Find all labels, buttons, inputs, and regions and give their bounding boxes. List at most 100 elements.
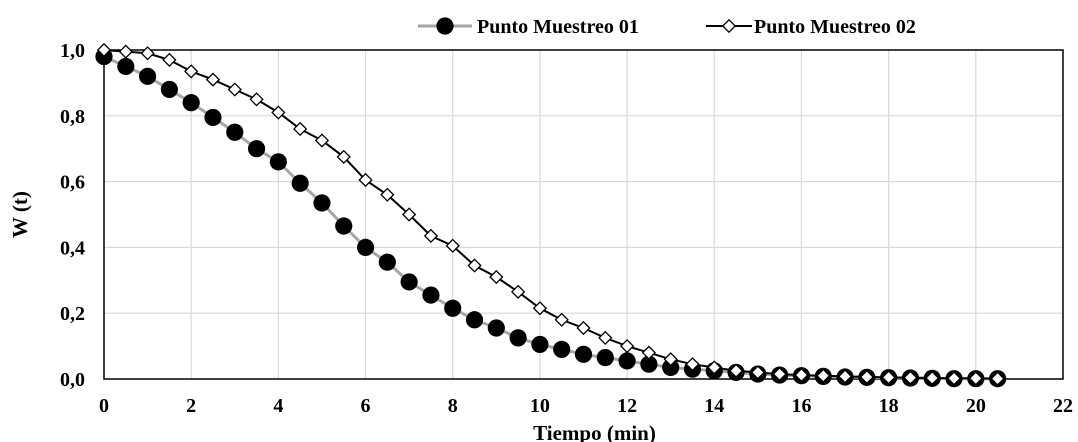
data-point-punto-muestreo-02 bbox=[140, 46, 155, 61]
y-axis-title: W (t) bbox=[8, 191, 32, 238]
data-point-punto-muestreo-01 bbox=[465, 311, 484, 329]
data-point-punto-muestreo-02 bbox=[794, 367, 809, 383]
data-point-punto-muestreo-01 bbox=[487, 319, 505, 337]
data-point-punto-muestreo-02 bbox=[96, 42, 112, 58]
x-tick-label: 0 bbox=[99, 395, 109, 417]
y-tick-label: 0,0 bbox=[60, 369, 85, 391]
x-tick-label: 4 bbox=[273, 395, 283, 417]
series-line-punto-muestreo-01 bbox=[103, 55, 998, 381]
data-point-punto-muestreo-01 bbox=[335, 217, 353, 235]
data-point-punto-muestreo-01 bbox=[138, 67, 157, 85]
data-point-punto-muestreo-01 bbox=[160, 80, 178, 99]
data-point-punto-muestreo-02 bbox=[532, 301, 548, 316]
data-point-punto-muestreo-02 bbox=[510, 284, 526, 299]
data-point-punto-muestreo-02 bbox=[750, 365, 765, 380]
y-tick-label: 0,8 bbox=[60, 106, 85, 128]
data-point-punto-muestreo-02 bbox=[554, 312, 569, 327]
legend-marker bbox=[436, 17, 454, 35]
y-axis-ticks: 0,0 0,2 0,4 0,6 0,8 1,0 bbox=[60, 40, 85, 391]
series-punto-muestreo-02 bbox=[96, 42, 1005, 386]
data-point-punto-muestreo-02 bbox=[925, 370, 940, 386]
data-point-punto-muestreo-01 bbox=[291, 174, 309, 192]
data-point-punto-muestreo-02 bbox=[598, 330, 613, 345]
legend-marker bbox=[721, 18, 737, 34]
plot-area-frame bbox=[103, 49, 1064, 380]
x-axis-ticks: 0 2 4 6 8 10 12 14 16 18 20 22 bbox=[99, 395, 1073, 417]
data-point-punto-muestreo-02 bbox=[641, 345, 657, 360]
data-point-punto-muestreo-02 bbox=[249, 92, 264, 107]
legend-entry-punto-muestreo-02: Punto Muestreo 02 bbox=[706, 16, 916, 38]
data-point-punto-muestreo-02 bbox=[881, 370, 896, 385]
x-tick-label: 14 bbox=[704, 395, 724, 417]
legend-label: Punto Muestreo 02 bbox=[754, 16, 916, 38]
y-tick-label: 0,4 bbox=[60, 237, 85, 259]
data-point-punto-muestreo-01 bbox=[640, 355, 658, 373]
data-point-punto-muestreo-02 bbox=[489, 269, 504, 285]
data-point-punto-muestreo-02 bbox=[445, 238, 460, 253]
data-point-punto-muestreo-02 bbox=[118, 44, 133, 59]
data-point-punto-muestreo-01 bbox=[226, 123, 244, 141]
x-tick-label: 18 bbox=[879, 395, 899, 417]
data-point-punto-muestreo-01 bbox=[182, 94, 200, 112]
series-line-punto-muestreo-02 bbox=[103, 49, 998, 380]
x-tick-label: 16 bbox=[791, 395, 811, 417]
data-point-punto-muestreo-02 bbox=[816, 368, 831, 383]
x-tick-label: 12 bbox=[617, 395, 637, 417]
data-point-punto-muestreo-02 bbox=[859, 369, 874, 385]
data-point-punto-muestreo-01 bbox=[574, 345, 593, 363]
data-point-punto-muestreo-02 bbox=[946, 371, 962, 386]
data-point-punto-muestreo-01 bbox=[444, 299, 462, 317]
data-point-punto-muestreo-02 bbox=[380, 187, 395, 202]
x-tick-label: 22 bbox=[1053, 395, 1073, 417]
data-point-punto-muestreo-01 bbox=[269, 153, 287, 171]
data-point-punto-muestreo-02 bbox=[402, 207, 417, 222]
data-point-punto-muestreo-02 bbox=[184, 64, 199, 79]
data-point-punto-muestreo-01 bbox=[378, 253, 396, 271]
series-punto-muestreo-01 bbox=[95, 47, 1007, 388]
data-point-punto-muestreo-01 bbox=[313, 194, 331, 212]
data-point-punto-muestreo-02 bbox=[772, 366, 787, 382]
data-point-punto-muestreo-02 bbox=[707, 360, 722, 375]
data-point-punto-muestreo-01 bbox=[531, 335, 549, 354]
x-tick-label: 8 bbox=[448, 395, 458, 417]
data-point-punto-muestreo-02 bbox=[576, 320, 591, 336]
data-point-punto-muestreo-02 bbox=[205, 72, 221, 87]
data-point-punto-muestreo-01 bbox=[662, 358, 680, 377]
x-tick-label: 6 bbox=[361, 395, 371, 417]
x-tick-label: 20 bbox=[966, 395, 986, 417]
data-point-punto-muestreo-02 bbox=[336, 149, 351, 165]
series-layer bbox=[95, 42, 1007, 388]
data-point-punto-muestreo-01 bbox=[618, 352, 636, 370]
data-point-punto-muestreo-02 bbox=[467, 258, 482, 273]
data-point-punto-muestreo-02 bbox=[663, 352, 678, 367]
data-point-punto-muestreo-02 bbox=[293, 121, 308, 137]
legend-entry-punto-muestreo-01: Punto Muestreo 01 bbox=[418, 16, 639, 38]
legend-label: Punto Muestreo 01 bbox=[477, 16, 639, 38]
data-point-punto-muestreo-01 bbox=[509, 329, 527, 347]
data-point-punto-muestreo-01 bbox=[422, 286, 440, 304]
data-point-punto-muestreo-01 bbox=[400, 273, 418, 291]
data-point-punto-muestreo-02 bbox=[728, 363, 744, 378]
data-point-punto-muestreo-01 bbox=[204, 108, 222, 127]
data-point-punto-muestreo-02 bbox=[685, 357, 700, 372]
data-point-punto-muestreo-01 bbox=[596, 349, 614, 367]
data-point-punto-muestreo-02 bbox=[837, 369, 853, 384]
data-point-punto-muestreo-01 bbox=[117, 57, 135, 76]
data-point-punto-muestreo-02 bbox=[990, 371, 1005, 386]
data-point-punto-muestreo-02 bbox=[227, 82, 242, 97]
data-point-punto-muestreo-02 bbox=[162, 52, 177, 67]
data-point-punto-muestreo-02 bbox=[903, 370, 918, 385]
x-tick-label: 10 bbox=[530, 395, 550, 417]
x-tick-label: 2 bbox=[186, 395, 196, 417]
data-point-punto-muestreo-01 bbox=[356, 238, 375, 256]
data-point-punto-muestreo-02 bbox=[423, 228, 439, 244]
data-point-punto-muestreo-02 bbox=[271, 105, 286, 120]
y-tick-label: 0,6 bbox=[60, 172, 85, 194]
data-point-punto-muestreo-02 bbox=[358, 172, 373, 188]
legend: Punto Muestreo 01 Punto Muestreo 02 bbox=[418, 16, 916, 38]
y-tick-label: 1,0 bbox=[60, 40, 85, 62]
gridlines bbox=[104, 50, 1063, 379]
y-tick-label: 0,2 bbox=[60, 303, 85, 325]
data-point-punto-muestreo-02 bbox=[619, 338, 635, 354]
